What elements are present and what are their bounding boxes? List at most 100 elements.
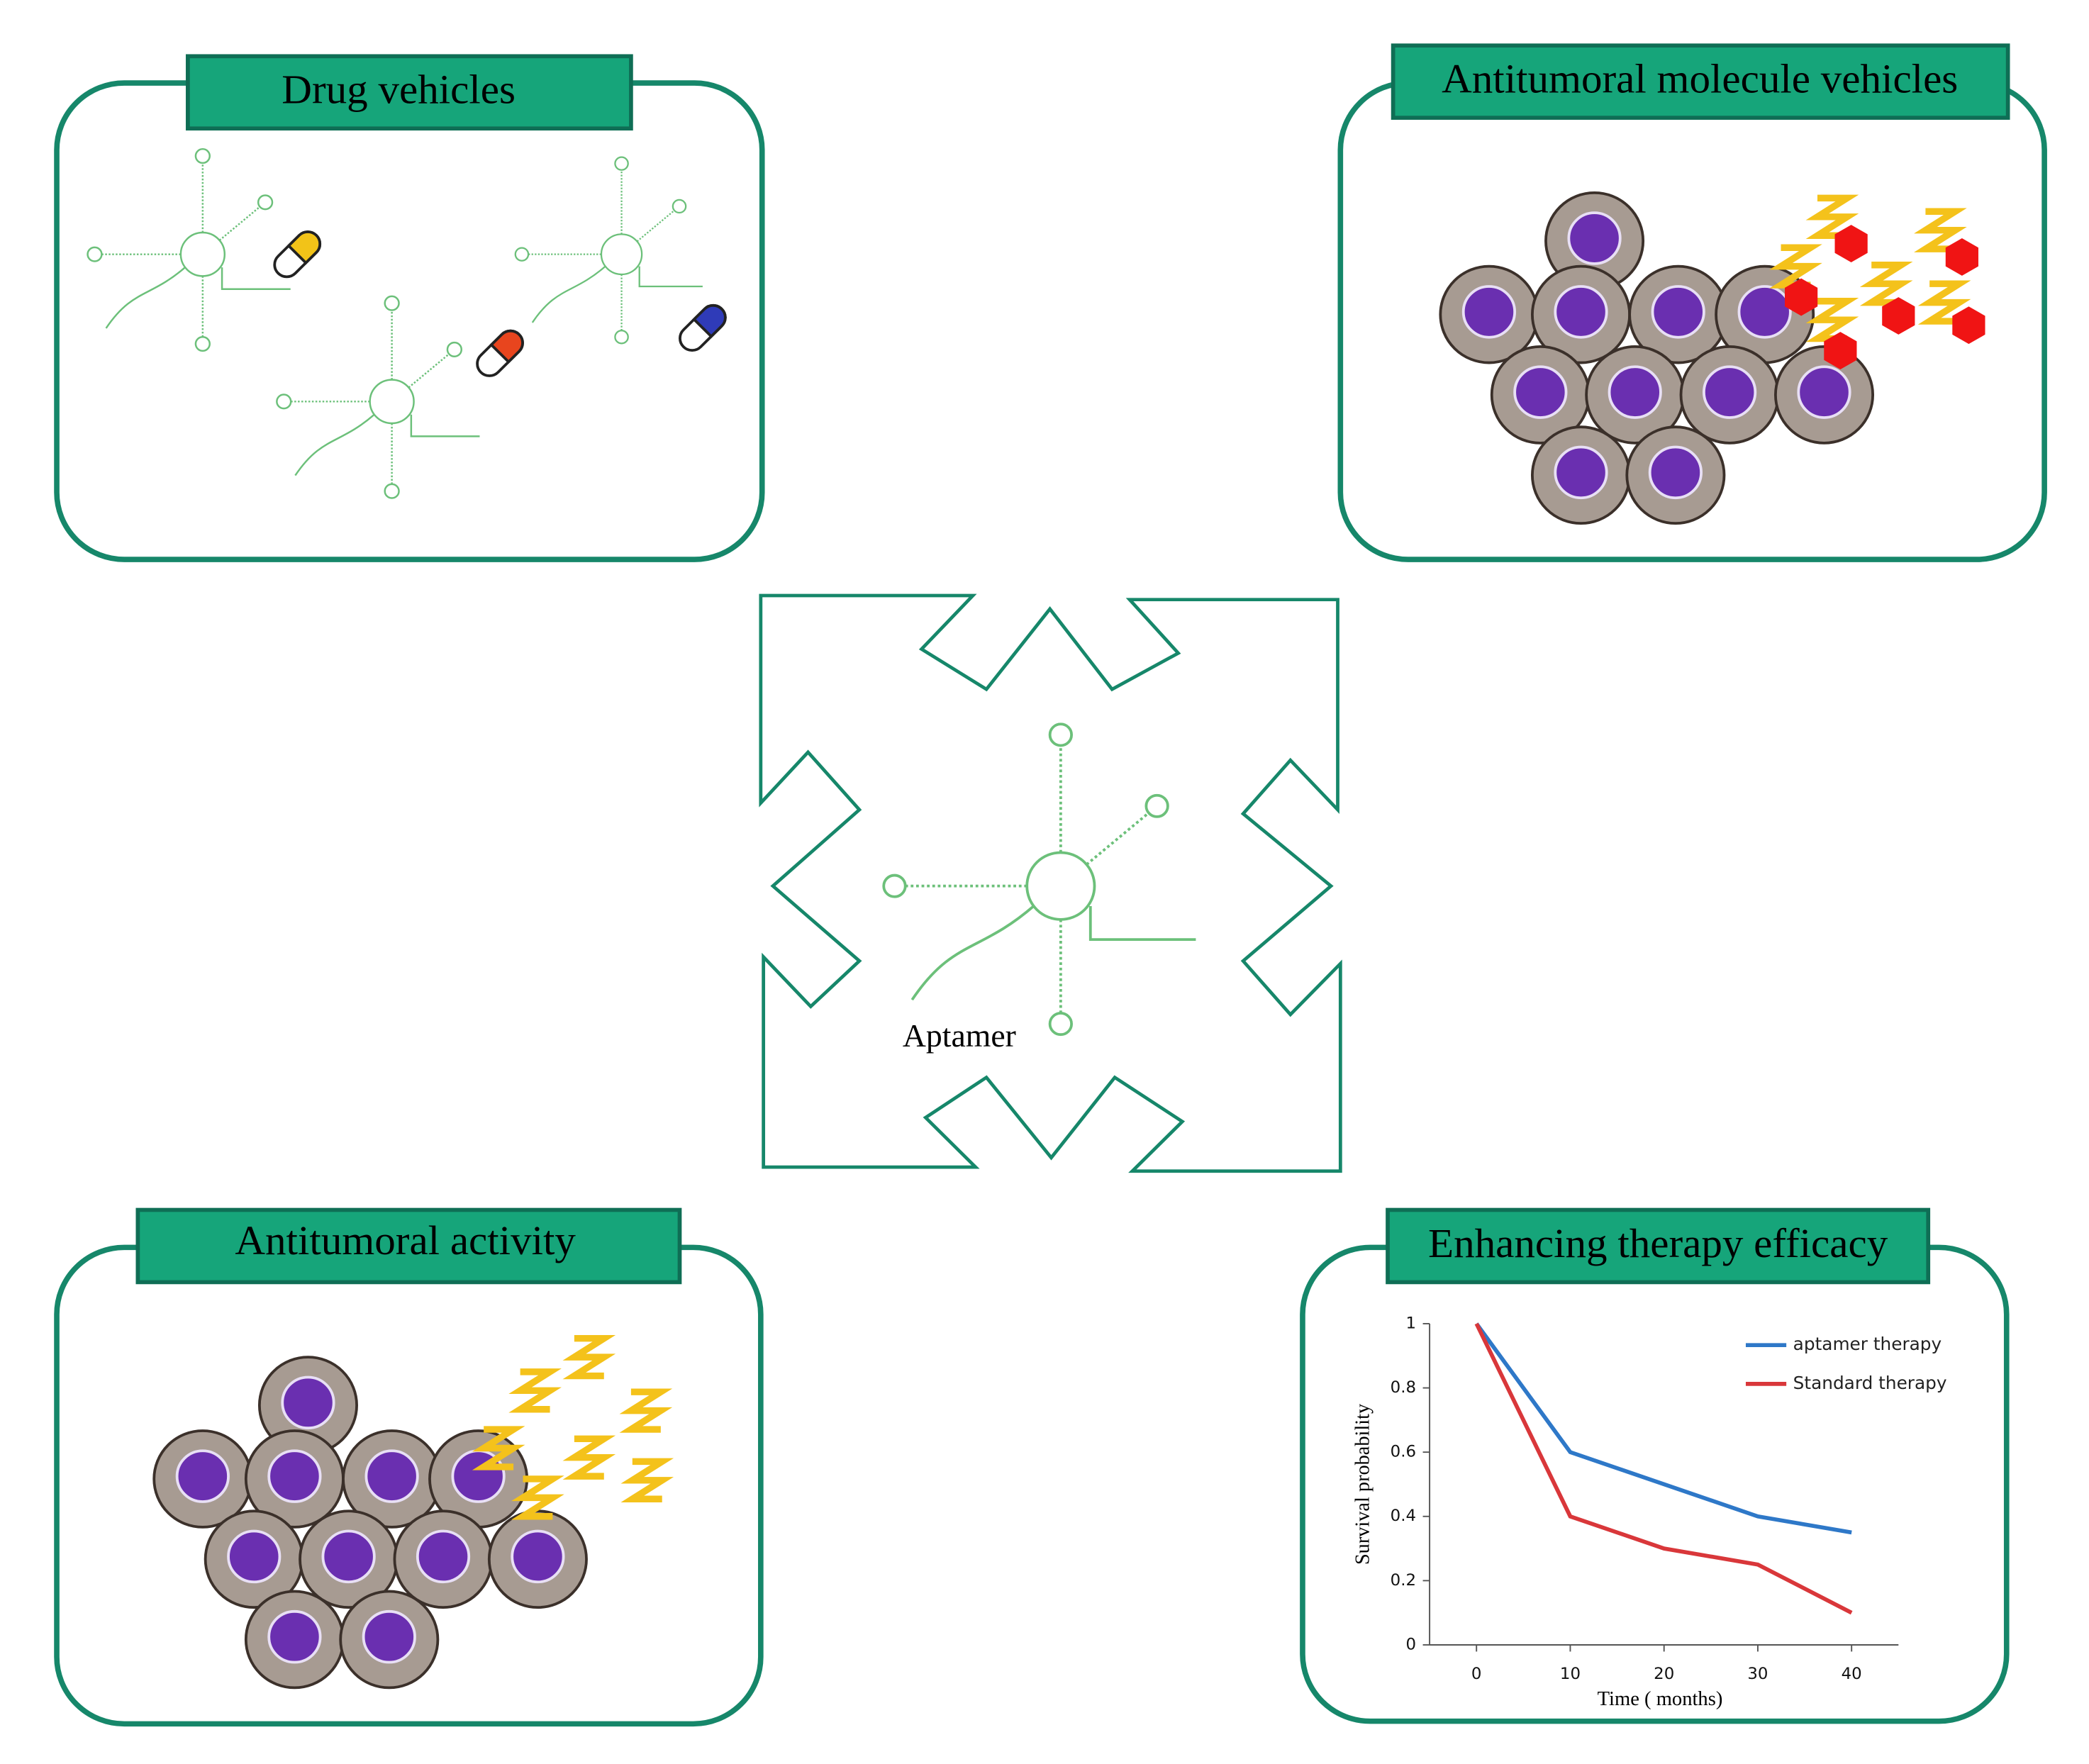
series-line <box>1474 1322 1852 1535</box>
capsule-half <box>286 230 322 265</box>
hairpin <box>257 194 274 211</box>
panel-title: Enhancing therapy efficacy <box>1428 1220 1888 1266</box>
hairpin <box>276 393 292 410</box>
panel-title: Antitumoral activity <box>235 1217 576 1263</box>
aptamer-label: Aptamer <box>903 1017 1016 1054</box>
tail <box>221 267 291 290</box>
title-box <box>1386 1207 1931 1285</box>
zigzag <box>562 1334 616 1380</box>
zigzag <box>1859 262 1913 306</box>
aptamer-drawing <box>882 722 1196 1037</box>
hairpin <box>614 330 629 345</box>
decorations <box>87 147 1985 1690</box>
nucleus <box>175 1449 230 1503</box>
antitumor-molecule <box>1785 278 1818 316</box>
panel-frame <box>54 80 765 562</box>
panel-title: Drug vehicles <box>282 67 516 113</box>
hairpin <box>384 483 400 499</box>
x-tick-label: 0 <box>1471 1665 1482 1683</box>
tail <box>1088 905 1196 942</box>
panel-title: Antitumoral molecule vehicles <box>1442 56 1958 102</box>
nucleus <box>364 1449 419 1503</box>
capsule-half <box>489 329 524 364</box>
hairpin <box>614 156 629 171</box>
y-tick-label: 0.4 <box>1391 1507 1416 1525</box>
capsule-half <box>692 303 727 339</box>
zigzag <box>1914 208 1967 252</box>
nucleus <box>1737 285 1792 339</box>
nucleus <box>1567 211 1622 265</box>
x-tick-label: 30 <box>1747 1665 1768 1683</box>
strand <box>910 905 1035 1001</box>
nucleus <box>1608 365 1662 419</box>
aptamer-drawing <box>514 156 703 345</box>
nucleus <box>227 1529 282 1584</box>
y-tick-label: 0 <box>1405 1636 1416 1654</box>
loop <box>1025 851 1096 921</box>
y-tick-label: 0.8 <box>1391 1378 1416 1397</box>
nucleus <box>511 1529 565 1584</box>
loop <box>179 231 226 277</box>
zigzag <box>619 1388 673 1433</box>
legend-label: Standard therapy <box>1793 1373 1947 1393</box>
tail <box>410 414 480 437</box>
title-box <box>186 54 633 131</box>
strand <box>531 265 606 323</box>
zigzag <box>511 1475 564 1520</box>
nucleus <box>267 1609 322 1664</box>
zigzag <box>472 1426 525 1470</box>
nucleus <box>1651 285 1705 339</box>
zigzag <box>1805 298 1859 342</box>
nucleus <box>1461 285 1517 339</box>
hairpin <box>1144 793 1169 818</box>
zigzag <box>1805 194 1859 239</box>
hairpin <box>194 147 211 164</box>
nucleus <box>1513 365 1568 419</box>
strand <box>105 267 186 329</box>
antitumor-molecule <box>1882 297 1915 335</box>
x-tick-label: 10 <box>1560 1665 1581 1683</box>
nucleus <box>1703 365 1757 419</box>
antitumor-molecule <box>1945 238 1978 276</box>
nucleus <box>1554 285 1608 339</box>
nucleus <box>267 1449 322 1503</box>
capsule <box>476 329 524 377</box>
y-tick-label: 1 <box>1405 1314 1416 1333</box>
zigzag <box>508 1368 562 1413</box>
loop <box>369 379 415 425</box>
zigzag <box>1769 244 1822 289</box>
tail <box>638 266 703 288</box>
aptamer-drawing <box>276 295 480 499</box>
capsule <box>273 230 322 279</box>
nucleus <box>281 1375 335 1430</box>
hairpin <box>882 873 907 898</box>
y-axis-label: Survival probability <box>1352 1403 1374 1565</box>
antitumor-molecule <box>1952 306 1985 345</box>
nucleus <box>1554 445 1608 500</box>
capsule <box>679 303 727 352</box>
nucleus <box>362 1609 416 1664</box>
hairpin <box>194 336 211 352</box>
zigzag <box>562 1435 616 1480</box>
hairpin <box>384 295 400 311</box>
title-box <box>1391 43 2010 120</box>
strand <box>294 413 375 476</box>
x-tick-label: 20 <box>1654 1665 1674 1683</box>
series-line <box>1474 1322 1853 1615</box>
antitumor-molecule <box>1834 225 1868 262</box>
hairpin <box>1048 1012 1074 1037</box>
title-box <box>135 1207 682 1285</box>
x-axis-label: Time ( months) <box>1598 1688 1723 1710</box>
hairpin <box>87 246 103 262</box>
hairpin <box>514 247 530 262</box>
hairpin <box>446 341 463 358</box>
zigzag <box>1917 280 1971 325</box>
stem <box>1086 812 1150 866</box>
nucleus <box>416 1529 471 1584</box>
nucleus <box>321 1529 376 1584</box>
legend-label: aptamer therapy <box>1793 1334 1942 1354</box>
zigzag <box>620 1458 674 1502</box>
y-tick-label: 0.6 <box>1391 1443 1416 1461</box>
